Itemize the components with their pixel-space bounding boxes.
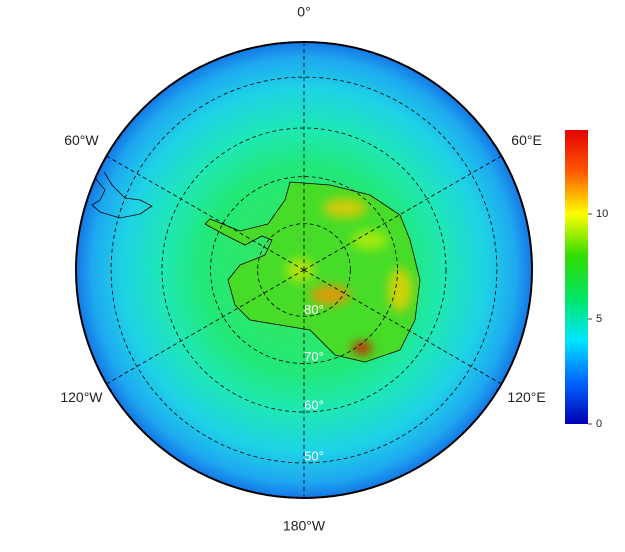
map-border [75, 41, 533, 499]
longitude-label: 60°W [64, 132, 99, 148]
latitude-label: 70° [304, 349, 324, 364]
longitude-label: 0° [297, 4, 310, 20]
latitude-label: 60° [304, 397, 324, 412]
latitude-label: 80° [304, 302, 324, 317]
colorbar-tick-label: 10 [596, 208, 608, 220]
longitude-label: 60°E [511, 132, 542, 148]
field-highlights [286, 198, 412, 354]
meridian-line [303, 155, 502, 271]
latitude-line [257, 223, 351, 317]
labels: 80° 70° 60° 50° 0° 60°E 120°E 180°W 120°W 60°W [60, 4, 545, 534]
meridian-line [106, 155, 305, 271]
map-area [76, 42, 532, 498]
colorbar-tick-label: 5 [596, 313, 602, 325]
meridian-line [106, 269, 305, 385]
longitude-label: 120°W [60, 389, 103, 405]
meridian-line [303, 269, 502, 385]
longitude-label: 120°E [507, 389, 545, 405]
colorbar-ticks: 0 5 10 [588, 208, 608, 430]
longitude-label: 180°W [283, 518, 326, 534]
graticule [106, 42, 502, 498]
latitude-label: 50° [304, 448, 324, 463]
colorbar-tick-label: 0 [596, 418, 602, 430]
latitude-line [210, 176, 398, 364]
south-america [91, 171, 153, 219]
colorbar [565, 130, 588, 424]
